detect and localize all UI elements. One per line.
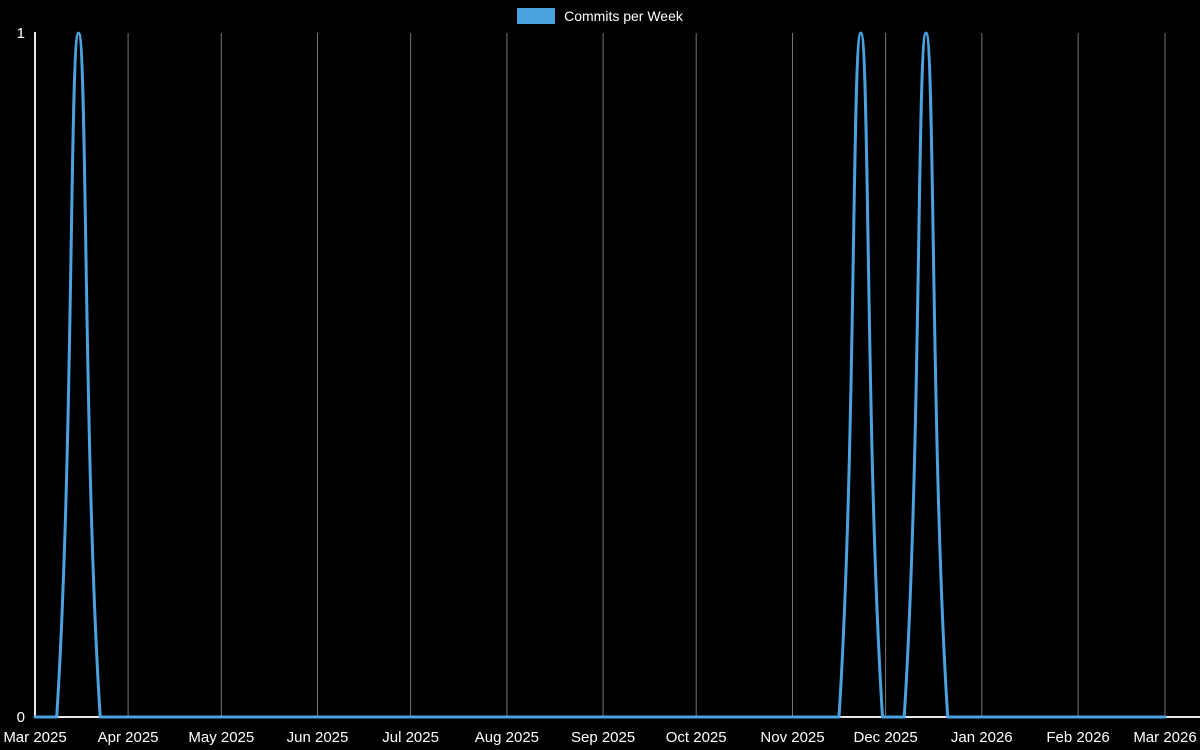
x-tick-label: Dec 2025: [853, 729, 917, 746]
y-tick-label: 1: [17, 25, 25, 42]
x-tick-label: Oct 2025: [666, 729, 727, 746]
commits-line: [33, 31, 1167, 719]
x-tick-label: Apr 2025: [98, 729, 159, 746]
x-tick-label: Jan 2026: [951, 729, 1013, 746]
x-tick-label: Nov 2025: [760, 729, 824, 746]
x-tick-label: Sep 2025: [571, 729, 635, 746]
chart-legend-item[interactable]: Commits per Week: [0, 8, 1200, 24]
x-tick-label: Aug 2025: [475, 729, 539, 746]
x-tick-label: Mar 2025: [3, 729, 66, 746]
y-tick-label: 0: [17, 709, 25, 726]
x-tick-label: Feb 2026: [1046, 729, 1109, 746]
x-tick-label: May 2025: [188, 729, 254, 746]
legend-color-swatch: [517, 8, 556, 24]
x-tick-label: Mar 2026: [1133, 729, 1196, 746]
legend-label: Commits per Week: [564, 8, 683, 24]
x-tick-label: Jul 2025: [382, 729, 439, 746]
x-tick-label: Jun 2025: [287, 729, 349, 746]
